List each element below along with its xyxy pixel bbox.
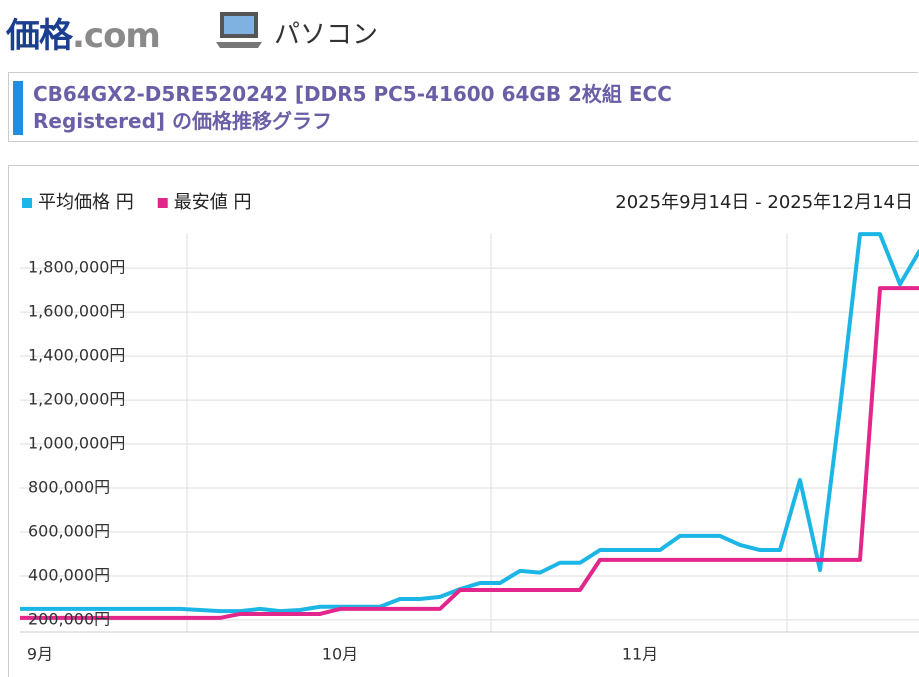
legend-swatch xyxy=(22,198,32,208)
logo-main: 価格 xyxy=(6,16,73,56)
legend-label: 平均価格 円 xyxy=(38,192,134,213)
x-tick-label: 10月 xyxy=(322,645,358,664)
y-tick-label: 1,600,000円 xyxy=(28,302,125,321)
laptop-icon xyxy=(216,12,262,48)
page-title: CB64GX2-D5RE520242 [DDR5 PC5-41600 64GB … xyxy=(33,82,672,133)
x-tick-label: 9月 xyxy=(27,645,53,664)
logo-domain: .com xyxy=(72,16,161,56)
y-tick-label: 1,800,000円 xyxy=(28,258,125,277)
y-tick-label: 400,000円 xyxy=(28,565,110,584)
price-line xyxy=(20,286,919,620)
y-tick-label: 800,000円 xyxy=(28,478,110,497)
price-line xyxy=(20,232,919,614)
chart-panel xyxy=(8,165,919,677)
y-tick-label: 1,400,000円 xyxy=(28,346,125,365)
date-range: 2025年9月14日 - 2025年12月14日 xyxy=(615,192,913,213)
chart: 2025年9月14日 - 2025年12月14日 200,000円 400,000… xyxy=(8,165,919,677)
y-tick-label: 1,200,000円 xyxy=(28,390,125,409)
x-tick-label: 11月 xyxy=(622,645,658,664)
category[interactable]: パソコン xyxy=(274,20,379,50)
y-tick-label: 200,000円 xyxy=(28,609,110,628)
logo[interactable]: 価格.com xyxy=(6,8,161,57)
legend-label: 最安値 円 xyxy=(174,192,252,213)
y-tick-label: 1,000,000円 xyxy=(28,434,125,453)
y-tick-label: 600,000円 xyxy=(28,521,110,540)
legend-swatch xyxy=(157,198,168,208)
title-box: CB64GX2-D5RE520242 [DDR5 PC5-41600 64GB … xyxy=(8,72,918,142)
title-accent xyxy=(13,81,23,135)
